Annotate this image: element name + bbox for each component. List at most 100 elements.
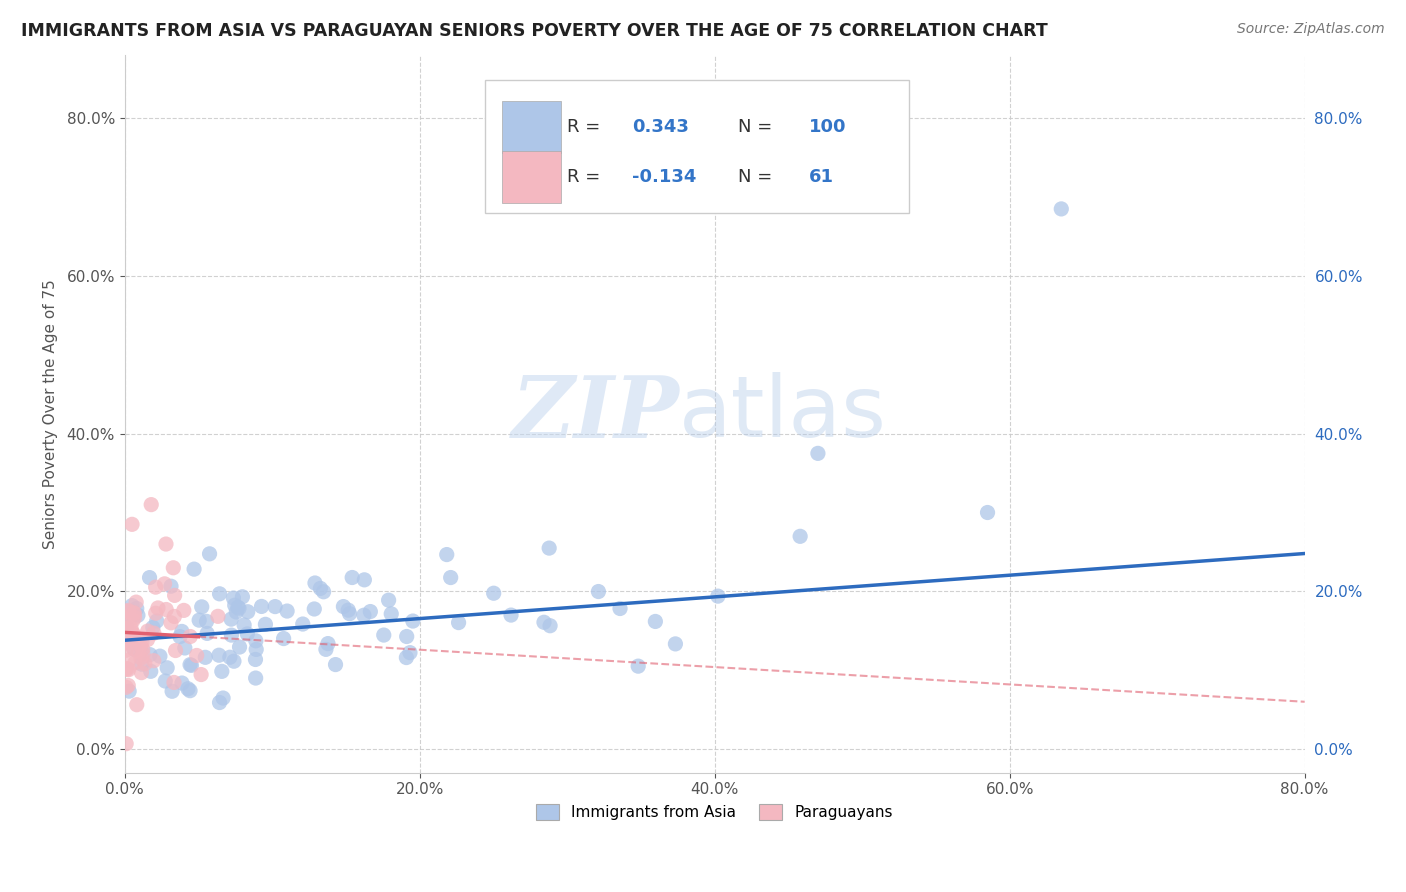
- Point: [141, 498, 163, 512]
- Point: [121, 599, 143, 613]
- Text: N =: N =: [738, 168, 779, 186]
- Point: [131, 657, 153, 672]
- Text: 61: 61: [808, 168, 834, 186]
- Point: [131, 665, 153, 680]
- Point: [304, 602, 326, 616]
- Point: [145, 606, 167, 620]
- Point: [208, 648, 231, 663]
- Point: [115, 661, 138, 675]
- Point: [170, 676, 193, 690]
- Point: [436, 548, 458, 562]
- Point: [190, 599, 212, 614]
- Point: [115, 620, 138, 634]
- Point: [115, 681, 138, 695]
- Point: [115, 631, 138, 645]
- Point: [219, 612, 242, 626]
- Point: [212, 691, 235, 706]
- Point: [132, 647, 155, 661]
- Point: [117, 603, 139, 617]
- Point: [254, 617, 277, 632]
- Point: [353, 573, 375, 587]
- Point: [122, 641, 145, 656]
- Point: [499, 608, 522, 623]
- Point: [377, 593, 399, 607]
- Point: [353, 608, 375, 623]
- Point: [1050, 202, 1073, 216]
- Text: atlas: atlas: [679, 373, 887, 456]
- Point: [170, 624, 193, 639]
- Point: [134, 657, 156, 671]
- Point: [139, 648, 162, 662]
- Point: [609, 601, 631, 615]
- Point: [127, 644, 149, 658]
- Point: [399, 646, 422, 660]
- Point: [177, 681, 200, 696]
- Point: [163, 609, 186, 624]
- Point: [224, 599, 246, 613]
- Point: [179, 630, 201, 644]
- Point: [149, 649, 172, 664]
- Point: [315, 642, 337, 657]
- Point: [219, 650, 242, 665]
- Point: [533, 615, 555, 630]
- Point: [121, 517, 143, 532]
- Point: [124, 607, 146, 621]
- Point: [195, 615, 218, 629]
- Point: [131, 642, 153, 657]
- Point: [188, 613, 211, 627]
- Point: [211, 665, 233, 679]
- Point: [538, 618, 561, 632]
- Point: [190, 667, 212, 681]
- Point: [236, 627, 259, 641]
- Point: [231, 590, 253, 604]
- Point: [115, 635, 138, 649]
- Point: [245, 642, 267, 657]
- Point: [139, 665, 162, 679]
- Point: [538, 541, 561, 555]
- Point: [136, 624, 159, 639]
- Point: [115, 615, 138, 630]
- Text: Source: ZipAtlas.com: Source: ZipAtlas.com: [1237, 22, 1385, 37]
- Point: [250, 599, 273, 614]
- Point: [198, 547, 221, 561]
- Legend: Immigrants from Asia, Paraguayans: Immigrants from Asia, Paraguayans: [530, 797, 898, 826]
- Point: [160, 579, 183, 593]
- Point: [482, 586, 505, 600]
- Point: [163, 675, 186, 690]
- Point: [627, 659, 650, 673]
- Point: [373, 628, 395, 642]
- Point: [115, 662, 138, 676]
- Point: [245, 652, 267, 666]
- Point: [124, 610, 146, 624]
- Point: [173, 603, 195, 617]
- Point: [588, 584, 610, 599]
- Text: -0.134: -0.134: [633, 168, 696, 186]
- Point: [117, 663, 139, 677]
- Point: [447, 615, 470, 630]
- Point: [221, 628, 243, 642]
- Point: [976, 506, 998, 520]
- Point: [117, 678, 139, 692]
- Point: [332, 599, 354, 614]
- Point: [173, 640, 195, 655]
- Point: [146, 601, 169, 615]
- Point: [127, 608, 149, 623]
- Point: [233, 618, 256, 632]
- Point: [340, 570, 363, 584]
- Point: [165, 643, 187, 657]
- Point: [160, 684, 183, 698]
- Point: [125, 595, 148, 609]
- Point: [644, 615, 666, 629]
- Point: [115, 621, 138, 635]
- Point: [186, 648, 208, 663]
- Point: [245, 633, 267, 648]
- Point: [142, 626, 165, 640]
- Text: N =: N =: [738, 118, 779, 136]
- Point: [264, 599, 287, 614]
- Point: [807, 446, 830, 460]
- Point: [395, 650, 418, 665]
- FancyBboxPatch shape: [502, 152, 561, 203]
- Point: [115, 643, 138, 657]
- Y-axis label: Seniors Poverty Over the Age of 75: Seniors Poverty Over the Age of 75: [44, 279, 58, 549]
- Point: [195, 626, 218, 640]
